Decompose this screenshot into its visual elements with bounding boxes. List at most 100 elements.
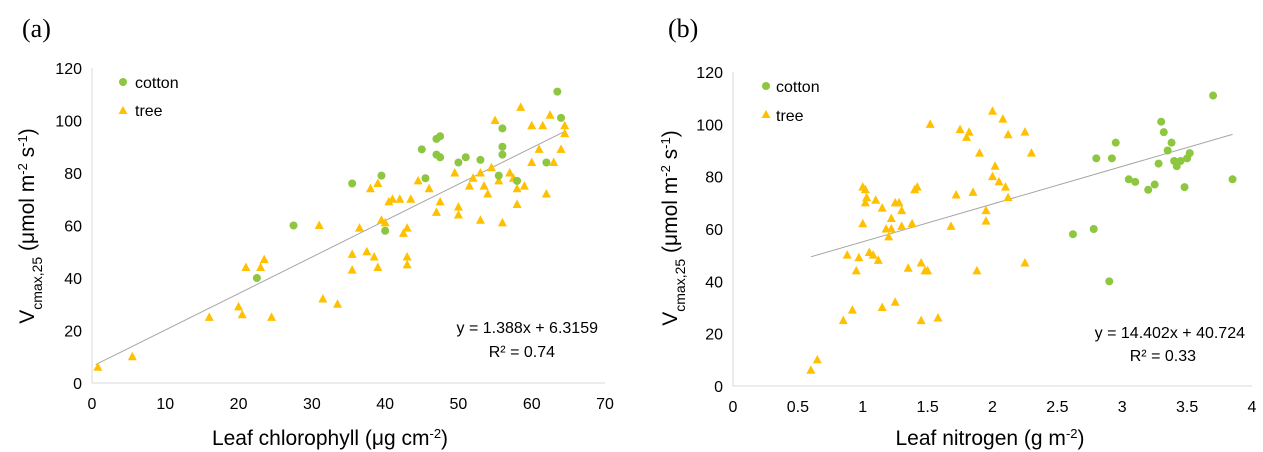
tree-point: [259, 254, 269, 264]
tree-point: [453, 202, 463, 211]
tree-point: [398, 228, 408, 237]
x-tick-label: 0: [88, 396, 97, 413]
legend-tree-label: tree: [135, 103, 163, 120]
tree-point: [923, 265, 933, 275]
tree-point: [505, 168, 515, 177]
cotton-point: [513, 176, 522, 185]
cotton-point: [557, 113, 566, 122]
cotton-point: [436, 153, 445, 162]
tree-point: [560, 120, 570, 130]
tree-point: [877, 302, 887, 311]
x-axis-title: Leaf chlorophyll (μg cm-2): [212, 426, 448, 451]
chart-panel-b: (b) 0 0.5 1 1.5 2 2.5 3 3.5 4 0 20 40 60 80 100 120 co…: [658, 14, 1257, 450]
tree-point: [988, 171, 997, 181]
tree-point: [373, 262, 383, 271]
tree-point: [1020, 258, 1030, 267]
tree-point: [267, 312, 277, 321]
tree-point: [560, 128, 570, 138]
tree-point: [964, 127, 974, 136]
tree-point: [93, 362, 103, 371]
tree-point: [884, 231, 894, 241]
tree-point: [1003, 192, 1013, 202]
tree-point: [903, 263, 913, 272]
legend-cotton-marker: [119, 78, 127, 86]
tree-point: [384, 196, 394, 206]
y-tick-label: 80: [705, 170, 723, 187]
y-tick-label: 60: [64, 219, 82, 236]
tree-point: [916, 315, 926, 325]
cotton-point: [498, 142, 507, 151]
y-tick-labels: 0 20 40 60 80 100 120: [696, 65, 723, 396]
tree-point: [234, 301, 244, 311]
tree-point: [406, 194, 416, 203]
tree-point: [962, 132, 972, 141]
tree-point: [237, 309, 247, 319]
trend-r-squared: R² = 0.74: [489, 344, 555, 361]
tree-point: [1026, 148, 1036, 157]
x-tick-label: 4: [1248, 399, 1257, 416]
panel-label-a: (a): [22, 14, 51, 43]
cotton-point: [421, 174, 430, 183]
tree-point: [519, 181, 529, 190]
tree-point: [402, 252, 412, 261]
y-tick-label: 0: [714, 379, 723, 396]
cotton-point: [436, 132, 445, 141]
tree-point: [854, 252, 864, 262]
tree-point: [806, 365, 816, 374]
y-tick-label: 40: [64, 271, 82, 288]
cotton-point: [1089, 225, 1098, 233]
legend-tree-marker: [761, 110, 771, 118]
tree-point: [1000, 182, 1010, 191]
tree-point: [873, 255, 883, 264]
tree-point: [886, 224, 896, 233]
tree-point: [318, 294, 328, 303]
legend-cotton-label: cotton: [776, 79, 820, 96]
tree-point: [347, 249, 357, 258]
trendline: [95, 130, 565, 366]
cotton-point: [542, 158, 551, 167]
cotton-point: [476, 155, 485, 164]
cotton-point: [553, 87, 562, 96]
cotton-point: [377, 171, 386, 180]
tree-point: [981, 216, 991, 225]
tree-point: [994, 176, 1004, 186]
cotton-point: [1209, 91, 1218, 100]
cotton-point: [417, 145, 426, 154]
tree-point: [413, 175, 423, 185]
y-axis-title: Vcmax,25 (μmol m-2 s-1): [15, 128, 46, 324]
cotton-point: [1124, 175, 1133, 184]
tree-point: [933, 312, 943, 322]
cotton-point: [1167, 138, 1176, 147]
tree-point: [890, 297, 900, 306]
tree-point: [988, 106, 997, 115]
tree-point: [981, 205, 991, 215]
x-tick-label: 70: [596, 396, 614, 413]
cotton-point: [289, 221, 298, 230]
cotton-point: [1159, 128, 1168, 137]
tree-point: [347, 265, 357, 274]
tree-point: [847, 305, 857, 314]
cotton-point: [1176, 156, 1185, 165]
trend-equation: y = 1.388x + 6.3159: [457, 320, 599, 337]
tree-point: [362, 246, 372, 256]
x-tick-label: 2.5: [1046, 399, 1068, 416]
cotton-point: [1157, 117, 1166, 126]
tree-point: [897, 205, 907, 215]
tree-point: [333, 299, 343, 308]
tree-point: [479, 181, 489, 190]
cotton-point: [1150, 180, 1159, 189]
tree-point: [395, 194, 405, 203]
tree-point: [955, 124, 965, 134]
tree-point: [812, 354, 822, 364]
tree-point: [538, 120, 548, 130]
tree-point: [475, 168, 485, 177]
cotton-point: [381, 226, 390, 235]
data-points: [806, 91, 1237, 374]
tree-point: [314, 220, 324, 229]
x-tick-label: 60: [523, 396, 541, 413]
x-tick-label: 40: [376, 396, 394, 413]
x-tick-label: 1.5: [917, 399, 939, 416]
tree-point: [354, 223, 364, 232]
tree-point: [486, 162, 496, 172]
